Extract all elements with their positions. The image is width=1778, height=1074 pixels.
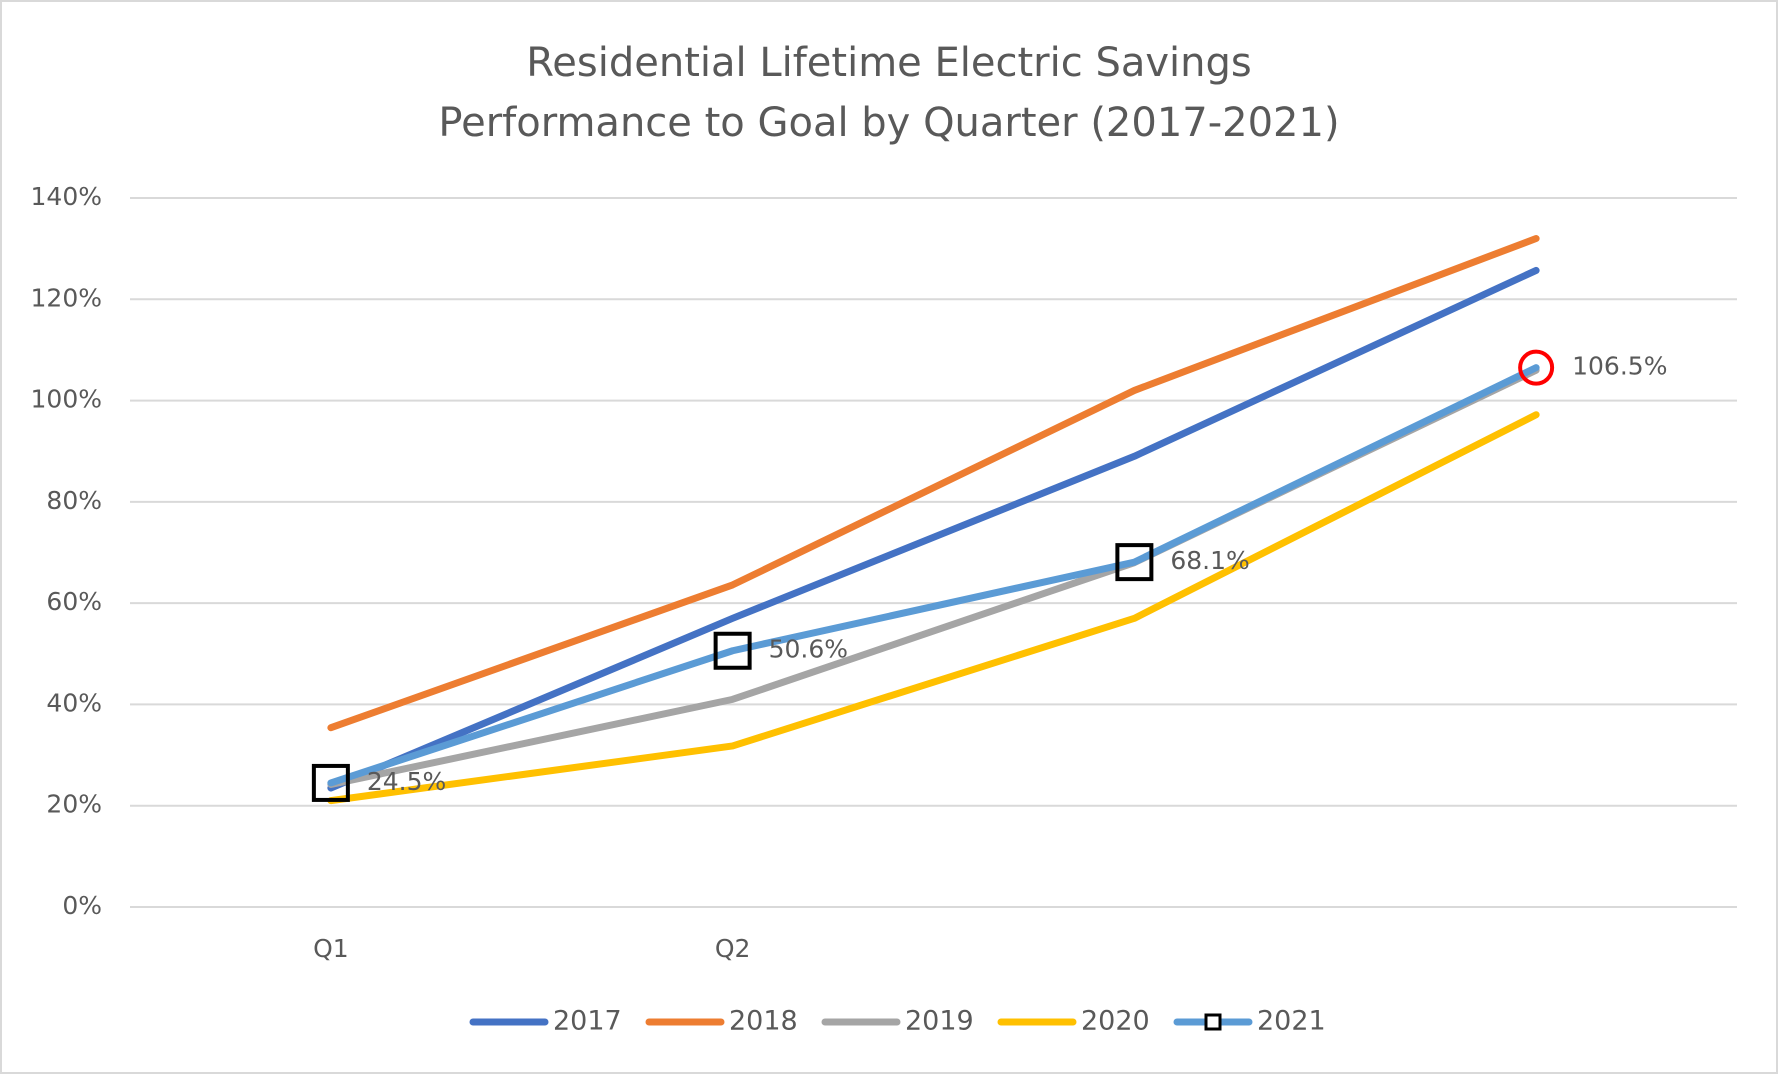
data-label: 50.6% bbox=[769, 635, 848, 664]
y-tick-label: 80% bbox=[46, 486, 102, 515]
y-tick-label: 20% bbox=[46, 790, 102, 819]
legend-label: 2021 bbox=[1257, 1006, 1326, 1037]
legend-label: 2020 bbox=[1081, 1006, 1150, 1037]
chart-title: Residential Lifetime Electric Savings bbox=[526, 40, 1251, 86]
y-tick-label: 100% bbox=[31, 385, 102, 414]
legend-label: 2019 bbox=[905, 1006, 974, 1037]
series-line bbox=[327, 364, 1540, 787]
data-label: 68.1% bbox=[1170, 546, 1249, 575]
legend-label: 2017 bbox=[553, 1006, 622, 1037]
x-tick-label: Q2 bbox=[715, 934, 751, 963]
y-tick-label: 0% bbox=[62, 891, 102, 920]
marker bbox=[311, 763, 350, 802]
x-tick-label: Q1 bbox=[313, 934, 349, 963]
legend-marker bbox=[1204, 1013, 1222, 1031]
y-tick-label: 120% bbox=[31, 283, 102, 312]
y-tick-label: 40% bbox=[46, 688, 102, 717]
chart-title: Performance to Goal by Quarter (2017-202… bbox=[438, 100, 1339, 146]
marker bbox=[713, 631, 752, 670]
series-line bbox=[327, 235, 1540, 732]
y-tick-label: 60% bbox=[46, 587, 102, 616]
legend-label: 2018 bbox=[729, 1006, 798, 1037]
highlight-marker bbox=[1518, 349, 1555, 386]
series-line bbox=[327, 266, 1540, 792]
data-label: 106.5% bbox=[1572, 352, 1667, 381]
y-tick-label: 140% bbox=[31, 182, 102, 211]
data-label: 24.5% bbox=[367, 767, 446, 796]
series-line bbox=[327, 411, 1540, 805]
marker bbox=[1115, 543, 1154, 582]
